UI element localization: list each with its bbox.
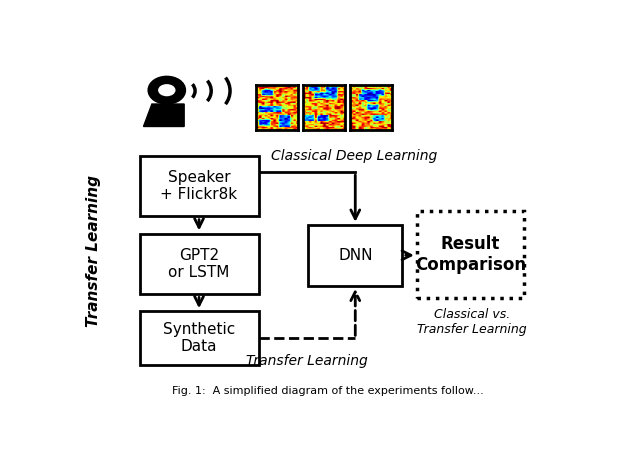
Text: Synthetic
Data: Synthetic Data	[163, 322, 235, 354]
Circle shape	[158, 84, 175, 96]
Text: Classical Deep Learning: Classical Deep Learning	[271, 149, 437, 163]
FancyBboxPatch shape	[417, 211, 524, 298]
FancyBboxPatch shape	[140, 312, 259, 365]
Text: Speaker
+ Flickr8k: Speaker + Flickr8k	[161, 170, 237, 202]
Circle shape	[157, 84, 177, 97]
Text: Transfer Learning: Transfer Learning	[86, 175, 101, 327]
Text: Fig. 1:  A simplified diagram of the experiments follow...: Fig. 1: A simplified diagram of the expe…	[172, 386, 484, 396]
Text: Classical vs.
Transfer Learning: Classical vs. Transfer Learning	[417, 308, 527, 336]
FancyBboxPatch shape	[140, 156, 259, 216]
FancyBboxPatch shape	[308, 225, 403, 286]
Circle shape	[151, 79, 182, 101]
Text: Transfer Learning: Transfer Learning	[246, 355, 368, 369]
Circle shape	[151, 79, 182, 101]
FancyBboxPatch shape	[140, 233, 259, 294]
Text: Result
Comparison: Result Comparison	[415, 235, 526, 274]
Circle shape	[151, 79, 182, 101]
Text: GPT2
or LSTM: GPT2 or LSTM	[168, 248, 230, 280]
Text: DNN: DNN	[338, 248, 372, 263]
Polygon shape	[143, 104, 184, 127]
